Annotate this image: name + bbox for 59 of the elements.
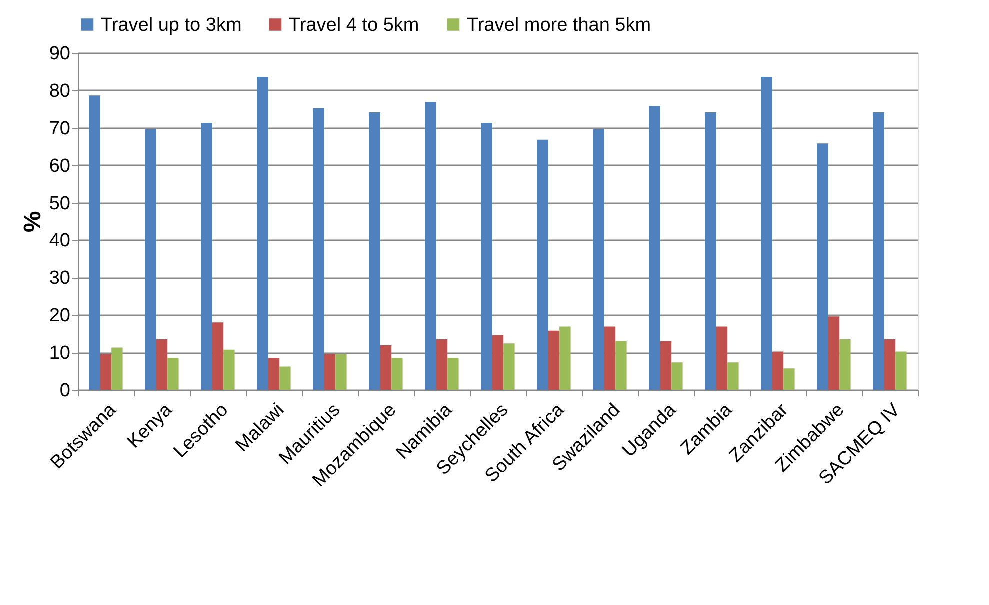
bar (504, 344, 515, 390)
bar (268, 358, 280, 390)
bar (604, 326, 616, 390)
y-tick-label: 0 (60, 380, 70, 402)
y-tick-label: 10 (49, 343, 70, 364)
y-tick-label: 80 (49, 80, 70, 102)
legend-label: Travel up to 3km (101, 14, 242, 36)
legend-label: Travel 4 to 5km (289, 14, 420, 36)
bar (201, 123, 212, 390)
bar (548, 330, 560, 390)
bar (784, 368, 795, 390)
y-tick-label: 20 (49, 306, 70, 327)
y-tick-label: 70 (49, 118, 70, 140)
bar (896, 352, 907, 390)
bar (873, 112, 884, 390)
bar (672, 362, 683, 390)
bar (100, 354, 112, 390)
bar (380, 345, 392, 390)
bar (728, 362, 739, 390)
bar (761, 76, 772, 390)
bar (168, 358, 179, 390)
bar (145, 129, 156, 390)
y-tick-label: 40 (49, 230, 70, 252)
bar (313, 108, 324, 390)
bar (336, 354, 347, 390)
bar (560, 326, 571, 390)
bar (593, 129, 604, 390)
bar (660, 341, 672, 390)
bar (112, 348, 123, 390)
bar (212, 322, 224, 390)
y-tick-label: 60 (49, 156, 70, 177)
bar (392, 358, 403, 390)
bar (481, 123, 492, 390)
bar (436, 339, 448, 390)
bar (884, 339, 896, 390)
bar (257, 76, 268, 390)
bar (716, 326, 728, 390)
bar (369, 112, 380, 390)
y-tick-label: 30 (49, 268, 70, 290)
bar (156, 339, 168, 390)
bar (817, 144, 828, 390)
bar (492, 335, 504, 390)
bar (448, 358, 459, 390)
bar (89, 96, 100, 390)
y-tick-label: 50 (49, 193, 70, 214)
bar (324, 354, 336, 390)
y-axis-title: % (19, 211, 46, 233)
bar (649, 106, 660, 390)
bar (280, 366, 291, 390)
bar (840, 339, 851, 390)
bar (616, 341, 627, 390)
bar (828, 316, 840, 390)
y-tick-label: 90 (49, 44, 70, 64)
bar (224, 350, 235, 390)
legend-label: Travel more than 5km (467, 14, 652, 36)
bar (537, 140, 548, 390)
bar (705, 112, 716, 390)
bar (425, 102, 436, 390)
bar (772, 352, 784, 390)
